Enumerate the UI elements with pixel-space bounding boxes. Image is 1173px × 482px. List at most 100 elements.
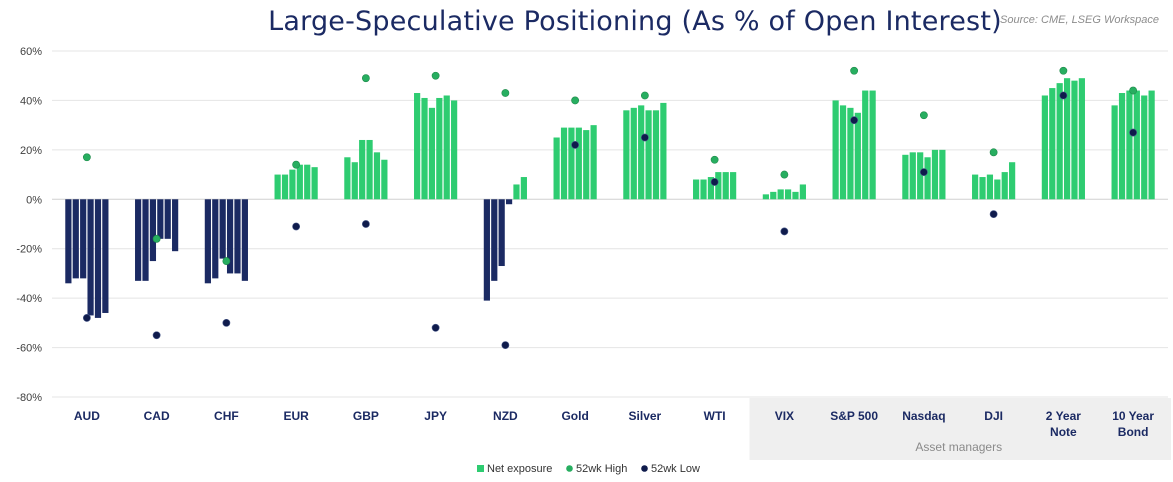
bar-net-exposure bbox=[784, 189, 792, 200]
y-tick-label: 0% bbox=[26, 194, 42, 206]
bar-net-exposure bbox=[87, 199, 94, 316]
bar-net-exposure bbox=[979, 177, 986, 200]
bar-net-exposure bbox=[1063, 78, 1071, 200]
group-label: Asset managers bbox=[915, 440, 1002, 454]
marker-52wk-high bbox=[501, 89, 510, 97]
bar-net-exposure bbox=[568, 127, 575, 200]
bar-net-exposure bbox=[770, 191, 777, 200]
bar-net-exposure bbox=[157, 199, 164, 239]
category-label: Gold bbox=[561, 409, 588, 423]
bar-net-exposure bbox=[986, 174, 994, 200]
bar-net-exposure bbox=[707, 177, 715, 200]
bar-net-exposure bbox=[1041, 95, 1048, 200]
bar-net-exposure bbox=[226, 199, 234, 274]
bar-net-exposure bbox=[72, 199, 79, 279]
bar-net-exposure bbox=[505, 199, 513, 205]
category-label: AUD bbox=[74, 409, 100, 423]
y-tick-label: -60% bbox=[16, 343, 42, 355]
marker-52wk-high bbox=[152, 234, 161, 243]
bar-net-exposure bbox=[1009, 162, 1016, 200]
marker-52wk-low bbox=[780, 227, 789, 236]
bar-net-exposure bbox=[583, 130, 590, 200]
category-label: 2 Year bbox=[1046, 409, 1081, 423]
bar-net-exposure bbox=[212, 199, 219, 279]
bar-net-exposure bbox=[1111, 105, 1118, 200]
bar-net-exposure bbox=[939, 149, 946, 200]
bar-net-exposure bbox=[854, 112, 861, 200]
legend-label: Net exposure bbox=[487, 463, 552, 475]
bar-net-exposure bbox=[1056, 83, 1063, 200]
bar-net-exposure bbox=[344, 157, 351, 200]
category-label: Bond bbox=[1118, 425, 1149, 439]
bar-net-exposure bbox=[693, 179, 700, 200]
category-label: EUR bbox=[283, 409, 309, 423]
bar-net-exposure bbox=[730, 172, 737, 200]
marker-52wk-high bbox=[361, 74, 370, 83]
marker-52wk-low bbox=[431, 323, 440, 332]
bar-net-exposure bbox=[142, 199, 149, 281]
category-label: Silver bbox=[629, 409, 662, 423]
category-label: CHF bbox=[214, 409, 239, 423]
bar-net-exposure bbox=[164, 199, 171, 239]
category-label: VIX bbox=[775, 409, 794, 423]
bar-net-exposure bbox=[351, 162, 358, 200]
bar-net-exposure bbox=[234, 199, 241, 274]
marker-52wk-high bbox=[1129, 86, 1138, 95]
bar-net-exposure bbox=[972, 174, 979, 200]
category-label: NZD bbox=[493, 409, 518, 423]
marker-52wk-low bbox=[1129, 128, 1138, 137]
bar-net-exposure bbox=[1133, 90, 1140, 200]
marker-52wk-high bbox=[640, 91, 649, 100]
marker-52wk-high bbox=[989, 148, 998, 157]
bar-net-exposure bbox=[839, 105, 847, 200]
category-label: DJI bbox=[984, 409, 1003, 423]
category-label: JPY bbox=[424, 409, 447, 423]
chart-title: Large-Speculative Positioning (As % of O… bbox=[268, 6, 1002, 37]
bar-net-exposure bbox=[219, 199, 226, 259]
bar-net-exposure bbox=[94, 199, 102, 318]
category-label: GBP bbox=[353, 409, 379, 423]
bar-net-exposure bbox=[373, 152, 381, 200]
bar-net-exposure bbox=[102, 199, 109, 313]
bar-net-exposure bbox=[1078, 78, 1085, 200]
bar-net-exposure bbox=[498, 199, 505, 267]
bar-net-exposure bbox=[799, 184, 806, 200]
bar-net-exposure bbox=[917, 152, 924, 200]
bar-net-exposure bbox=[366, 139, 373, 200]
marker-52wk-high bbox=[1059, 66, 1068, 75]
category-label: Note bbox=[1050, 425, 1077, 439]
bar-net-exposure bbox=[483, 199, 490, 301]
bar-net-exposure bbox=[304, 164, 311, 200]
bar-net-exposure bbox=[553, 137, 560, 200]
legend-label: 52wk Low bbox=[651, 463, 700, 475]
marker-52wk-high bbox=[780, 170, 789, 179]
y-tick-label: 40% bbox=[20, 95, 42, 107]
bar-net-exposure bbox=[652, 110, 660, 200]
marker-52wk-low bbox=[710, 178, 719, 186]
bar-net-exposure bbox=[204, 199, 211, 284]
bar-net-exposure bbox=[491, 199, 498, 281]
bar-net-exposure bbox=[513, 184, 520, 200]
y-tick-label: 20% bbox=[20, 145, 42, 157]
category-label: WTI bbox=[704, 409, 726, 423]
asset-managers-band bbox=[749, 398, 1171, 460]
bar-net-exposure bbox=[645, 110, 652, 200]
source-note: Source: CME, LSEG Workspace bbox=[1000, 14, 1159, 26]
bar-net-exposure bbox=[414, 93, 421, 200]
legend-net-exposure-swatch bbox=[477, 465, 484, 472]
y-tick-label: -40% bbox=[16, 293, 42, 305]
marker-52wk-low bbox=[571, 141, 580, 149]
bar-net-exposure bbox=[1118, 93, 1126, 200]
marker-52wk-low bbox=[1059, 91, 1068, 100]
marker-52wk-low bbox=[919, 168, 928, 176]
bar-net-exposure bbox=[924, 157, 931, 200]
bar-net-exposure bbox=[1001, 172, 1008, 200]
marker-52wk-high bbox=[571, 96, 580, 105]
bar-net-exposure bbox=[1071, 80, 1078, 200]
marker-52wk-low bbox=[850, 116, 859, 125]
bar-net-exposure bbox=[149, 199, 157, 262]
marker-52wk-low bbox=[152, 331, 161, 340]
bar-net-exposure bbox=[359, 139, 366, 200]
category-label: CAD bbox=[144, 409, 170, 423]
marker-52wk-low bbox=[640, 133, 649, 142]
